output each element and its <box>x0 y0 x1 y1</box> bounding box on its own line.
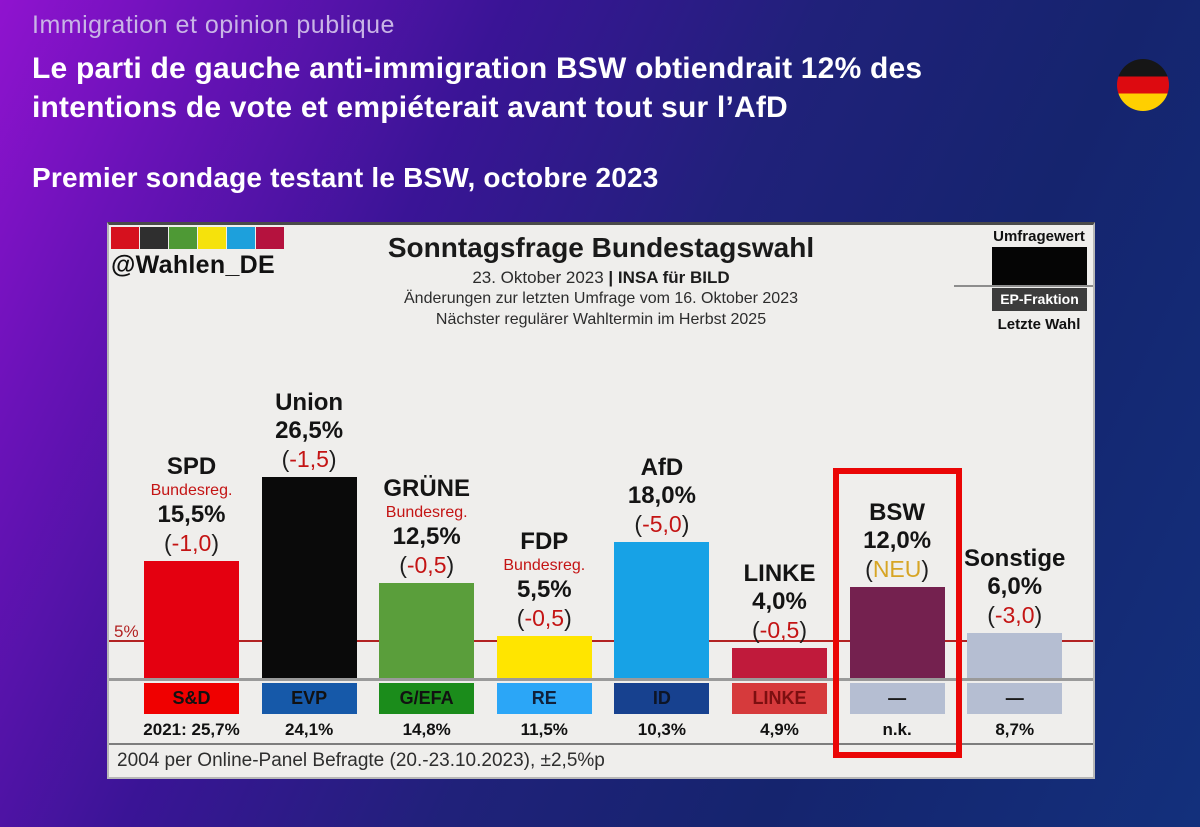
party-labels-fdp: FDP Bundesreg. 5,5% (-0,5) <box>466 528 622 632</box>
party-change-linke: (-0,5) <box>752 617 807 643</box>
ep-fraction-linke: LINKE <box>732 683 827 714</box>
logo-square-2 <box>169 227 197 249</box>
last-election-bsw: n.k. <box>882 720 912 739</box>
legend-umfragewert-label: Umfragewert <box>993 228 1085 245</box>
chart-subtitle-date: 23. Oktober 2023 | INSA für BILD <box>472 268 730 287</box>
party-pct-union: 26,5% <box>275 417 344 444</box>
party-name-bsw: BSW <box>869 499 926 526</box>
twitter-handle: @Wahlen_DE <box>111 251 275 279</box>
party-labels-bsw: BSW 12,0% (NEU) <box>819 499 975 583</box>
ep-fraction-spd: S&D <box>144 683 239 714</box>
party-labels-afd: AfD 18,0% (-5,0) <box>584 454 740 538</box>
wahlen-de-logo: @Wahlen_DE <box>111 227 284 280</box>
party-change-fdp: (-0,5) <box>516 605 572 631</box>
chart-title: Sonntagsfrage Bundestagswahl <box>387 232 815 263</box>
last-election-afd: 10,3% <box>637 720 686 739</box>
footer-separator <box>109 743 1093 745</box>
last-election-sonstige: 8,7% <box>995 720 1035 739</box>
logo-square-1 <box>140 227 168 249</box>
party-name-gruene: GRÜNE <box>383 475 471 502</box>
bar-union <box>261 477 357 678</box>
bar-spd <box>144 561 239 678</box>
party-name-spd: SPD <box>166 453 217 480</box>
chart-baseline <box>109 678 1093 681</box>
last-election-fdp: 11,5% <box>520 720 568 739</box>
party-change-afd: (-5,0) <box>634 511 690 537</box>
headline-line2: intentions de vote et empiéterait avant … <box>32 91 788 124</box>
party-pct-gruene: 12,5% <box>392 523 461 550</box>
poll-chart-panel: @Wahlen_DE Sonntagsfrage Bundestagswahl … <box>107 222 1095 779</box>
party-pct-fdp: 5,5% <box>516 576 572 603</box>
party-name-afd: AfD <box>640 454 684 481</box>
party-pct-spd: 15,5% <box>157 501 226 528</box>
party-labels-spd: SPD Bundesreg. 15,5% (-1,0) <box>114 453 270 557</box>
bar-sonstige <box>967 633 1063 678</box>
bar-linke <box>732 648 827 678</box>
chart-footnote: 2004 per Online-Panel Befragte (20.-23.1… <box>117 750 605 771</box>
party-name-union: Union <box>275 389 344 416</box>
party-labels-union: Union 26,5% (-1,5) <box>231 389 387 473</box>
legend-baseline-sample <box>954 285 1093 287</box>
party-labels-linke: LINKE 4,0% (-0,5) <box>702 560 858 644</box>
kicker: Immigration et opinion publique <box>32 11 395 39</box>
party-change-spd: (-1,0) <box>164 530 219 556</box>
party-name-linke: LINKE <box>743 560 816 587</box>
bar-bsw <box>849 587 945 678</box>
party-pct-bsw: 12,0% <box>863 527 932 554</box>
headline: Le parti de gauche anti-immigration BSW … <box>32 49 922 127</box>
party-change-gruene: (-0,5) <box>399 552 455 578</box>
bar-gruene <box>379 583 475 678</box>
headline-line1: Le parti de gauche anti-immigration BSW … <box>32 52 923 85</box>
five-percent-label: 5% <box>114 622 139 641</box>
party-pct-afd: 18,0% <box>627 482 696 509</box>
legend-bar-sample <box>992 247 1087 285</box>
legend-letzte-wahl-label: Letzte Wahl <box>997 316 1081 333</box>
ep-fraction-union: EVP <box>261 683 357 714</box>
party-note-fdp: Bundesreg. <box>503 557 586 574</box>
bar-afd <box>614 542 710 678</box>
last-election-union: 24,1% <box>284 720 334 739</box>
ep-fraction-bsw: — <box>849 683 945 714</box>
highlight-box-bsw <box>832 468 962 758</box>
party-change-bsw: (NEU) <box>865 556 930 582</box>
party-name-sonstige: Sonstige <box>964 545 1066 572</box>
logo-color-squares-icon <box>111 227 284 249</box>
five-percent-threshold-line <box>109 640 1093 642</box>
bar-fdp <box>496 636 592 678</box>
party-pct-linke: 4,0% <box>752 588 807 615</box>
party-labels-gruene: GRÜNE Bundesreg. 12,5% (-0,5) <box>349 475 505 579</box>
logo-square-0 <box>111 227 139 249</box>
party-labels-sonstige: Sonstige 6,0% (-3,0) <box>937 545 1093 629</box>
subhead: Premier sondage testant le BSW, octobre … <box>32 162 659 193</box>
german-flag-icon <box>1117 59 1169 111</box>
party-change-union: (-1,5) <box>281 446 337 472</box>
chart-subtitle-change: Änderungen zur letzten Umfrage vom 16. O… <box>404 290 798 307</box>
last-election-gruene: 14,8% <box>402 720 451 739</box>
ep-fraction-sonstige: — <box>967 683 1063 714</box>
last-election-spd: 2021: 25,7% <box>143 720 240 739</box>
party-note-gruene: Bundesreg. <box>385 504 468 521</box>
legend-ep-fraktion-label: EP-Fraktion <box>992 288 1087 311</box>
party-note-spd: Bundesreg. <box>150 482 233 499</box>
party-pct-sonstige: 6,0% <box>987 573 1043 600</box>
ep-fraction-afd: ID <box>614 683 710 714</box>
last-election-linke: 4,9% <box>760 720 799 739</box>
logo-square-5 <box>256 227 284 249</box>
ep-fraction-fdp: RE <box>496 683 592 714</box>
ep-fraction-gruene: G/EFA <box>379 683 475 714</box>
chart-subtitle-next-election: Nächster regulärer Wahltermin im Herbst … <box>435 311 767 328</box>
party-name-fdp: FDP <box>520 528 569 555</box>
logo-square-3 <box>198 227 226 249</box>
party-change-sonstige: (-3,0) <box>987 602 1043 628</box>
logo-square-4 <box>227 227 255 249</box>
